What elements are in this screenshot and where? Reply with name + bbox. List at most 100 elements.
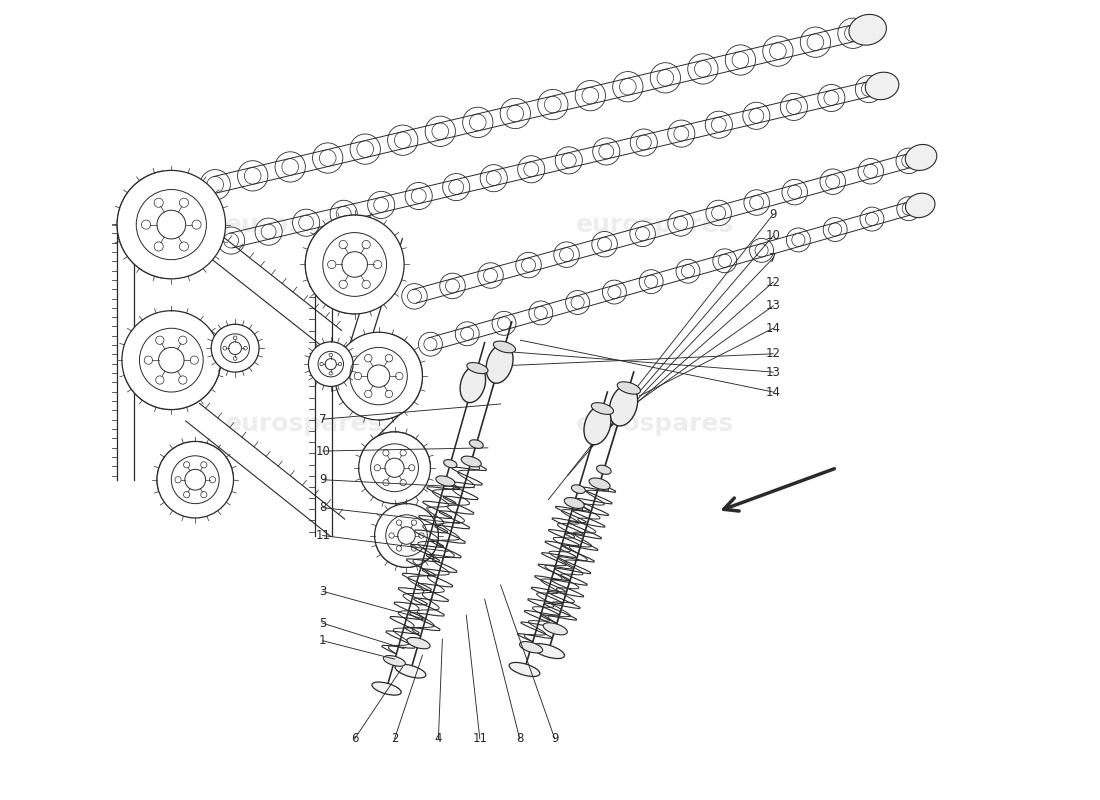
- Text: eurospares: eurospares: [226, 412, 384, 436]
- Ellipse shape: [460, 366, 485, 402]
- Circle shape: [402, 284, 427, 309]
- Circle shape: [860, 207, 884, 231]
- Ellipse shape: [384, 655, 406, 666]
- Circle shape: [308, 342, 353, 386]
- Circle shape: [706, 200, 732, 226]
- Text: 6: 6: [351, 732, 359, 746]
- Text: 11: 11: [316, 529, 330, 542]
- Circle shape: [330, 200, 358, 227]
- Ellipse shape: [596, 465, 612, 474]
- Text: 7: 7: [770, 251, 777, 265]
- Circle shape: [668, 120, 695, 147]
- Circle shape: [592, 231, 617, 257]
- Ellipse shape: [466, 362, 488, 374]
- Circle shape: [749, 238, 773, 262]
- Circle shape: [463, 107, 493, 138]
- Circle shape: [603, 280, 626, 304]
- Circle shape: [575, 81, 605, 110]
- Ellipse shape: [407, 638, 430, 649]
- Circle shape: [350, 134, 381, 164]
- Ellipse shape: [443, 460, 456, 468]
- Text: 12: 12: [766, 275, 781, 289]
- Circle shape: [367, 191, 395, 218]
- Circle shape: [817, 85, 845, 111]
- Circle shape: [538, 90, 568, 120]
- Text: 9: 9: [551, 732, 559, 746]
- Text: 13: 13: [766, 366, 781, 378]
- Text: 4: 4: [434, 732, 442, 746]
- Ellipse shape: [395, 664, 426, 678]
- Circle shape: [425, 116, 455, 146]
- Circle shape: [500, 98, 530, 129]
- Ellipse shape: [509, 662, 540, 677]
- Circle shape: [218, 227, 244, 254]
- Circle shape: [238, 161, 267, 191]
- Circle shape: [492, 311, 516, 335]
- Text: 8: 8: [516, 732, 524, 746]
- Text: 3: 3: [319, 585, 327, 598]
- Text: 8: 8: [319, 501, 327, 514]
- Text: 10: 10: [316, 445, 330, 458]
- Ellipse shape: [372, 682, 402, 695]
- Ellipse shape: [584, 406, 610, 445]
- Circle shape: [516, 252, 541, 278]
- Ellipse shape: [617, 382, 640, 394]
- Circle shape: [650, 62, 681, 93]
- Text: 14: 14: [766, 386, 781, 398]
- Circle shape: [375, 504, 439, 567]
- Text: eurospares: eurospares: [576, 213, 735, 237]
- Text: 10: 10: [766, 230, 781, 242]
- Circle shape: [275, 152, 306, 182]
- Ellipse shape: [866, 72, 899, 100]
- Text: 13: 13: [766, 299, 781, 313]
- Text: 9: 9: [319, 474, 327, 486]
- Circle shape: [668, 210, 693, 236]
- Ellipse shape: [905, 194, 935, 218]
- Ellipse shape: [436, 476, 455, 486]
- Ellipse shape: [461, 456, 482, 467]
- Circle shape: [211, 324, 258, 372]
- Circle shape: [556, 147, 582, 174]
- Circle shape: [780, 94, 807, 121]
- Circle shape: [676, 259, 700, 283]
- Ellipse shape: [486, 344, 513, 383]
- Circle shape: [334, 332, 422, 420]
- Ellipse shape: [609, 385, 638, 426]
- Circle shape: [782, 179, 807, 205]
- Circle shape: [122, 310, 221, 410]
- Circle shape: [565, 290, 590, 314]
- Circle shape: [801, 27, 830, 58]
- Circle shape: [786, 228, 811, 252]
- Text: eurospares: eurospares: [576, 412, 735, 436]
- Text: 9: 9: [770, 208, 777, 221]
- Circle shape: [744, 190, 769, 215]
- Circle shape: [529, 301, 553, 325]
- Ellipse shape: [532, 644, 564, 658]
- Text: 11: 11: [472, 732, 487, 746]
- Circle shape: [725, 45, 756, 75]
- Circle shape: [688, 54, 718, 84]
- Text: 14: 14: [766, 322, 781, 334]
- Circle shape: [742, 102, 770, 130]
- Circle shape: [418, 332, 442, 356]
- Circle shape: [405, 182, 432, 210]
- Text: 7: 7: [319, 413, 327, 426]
- Circle shape: [442, 174, 470, 201]
- Circle shape: [823, 218, 847, 242]
- Ellipse shape: [519, 642, 542, 653]
- Text: 12: 12: [766, 347, 781, 360]
- Circle shape: [613, 71, 644, 102]
- Circle shape: [312, 143, 343, 173]
- Ellipse shape: [590, 478, 610, 490]
- Circle shape: [896, 148, 922, 174]
- Circle shape: [762, 36, 793, 66]
- Ellipse shape: [905, 145, 937, 170]
- Circle shape: [117, 170, 226, 279]
- Ellipse shape: [571, 485, 585, 494]
- Circle shape: [440, 273, 465, 298]
- Circle shape: [705, 111, 733, 138]
- Circle shape: [713, 249, 737, 273]
- Circle shape: [481, 165, 507, 192]
- Circle shape: [387, 125, 418, 155]
- Text: 2: 2: [390, 732, 398, 746]
